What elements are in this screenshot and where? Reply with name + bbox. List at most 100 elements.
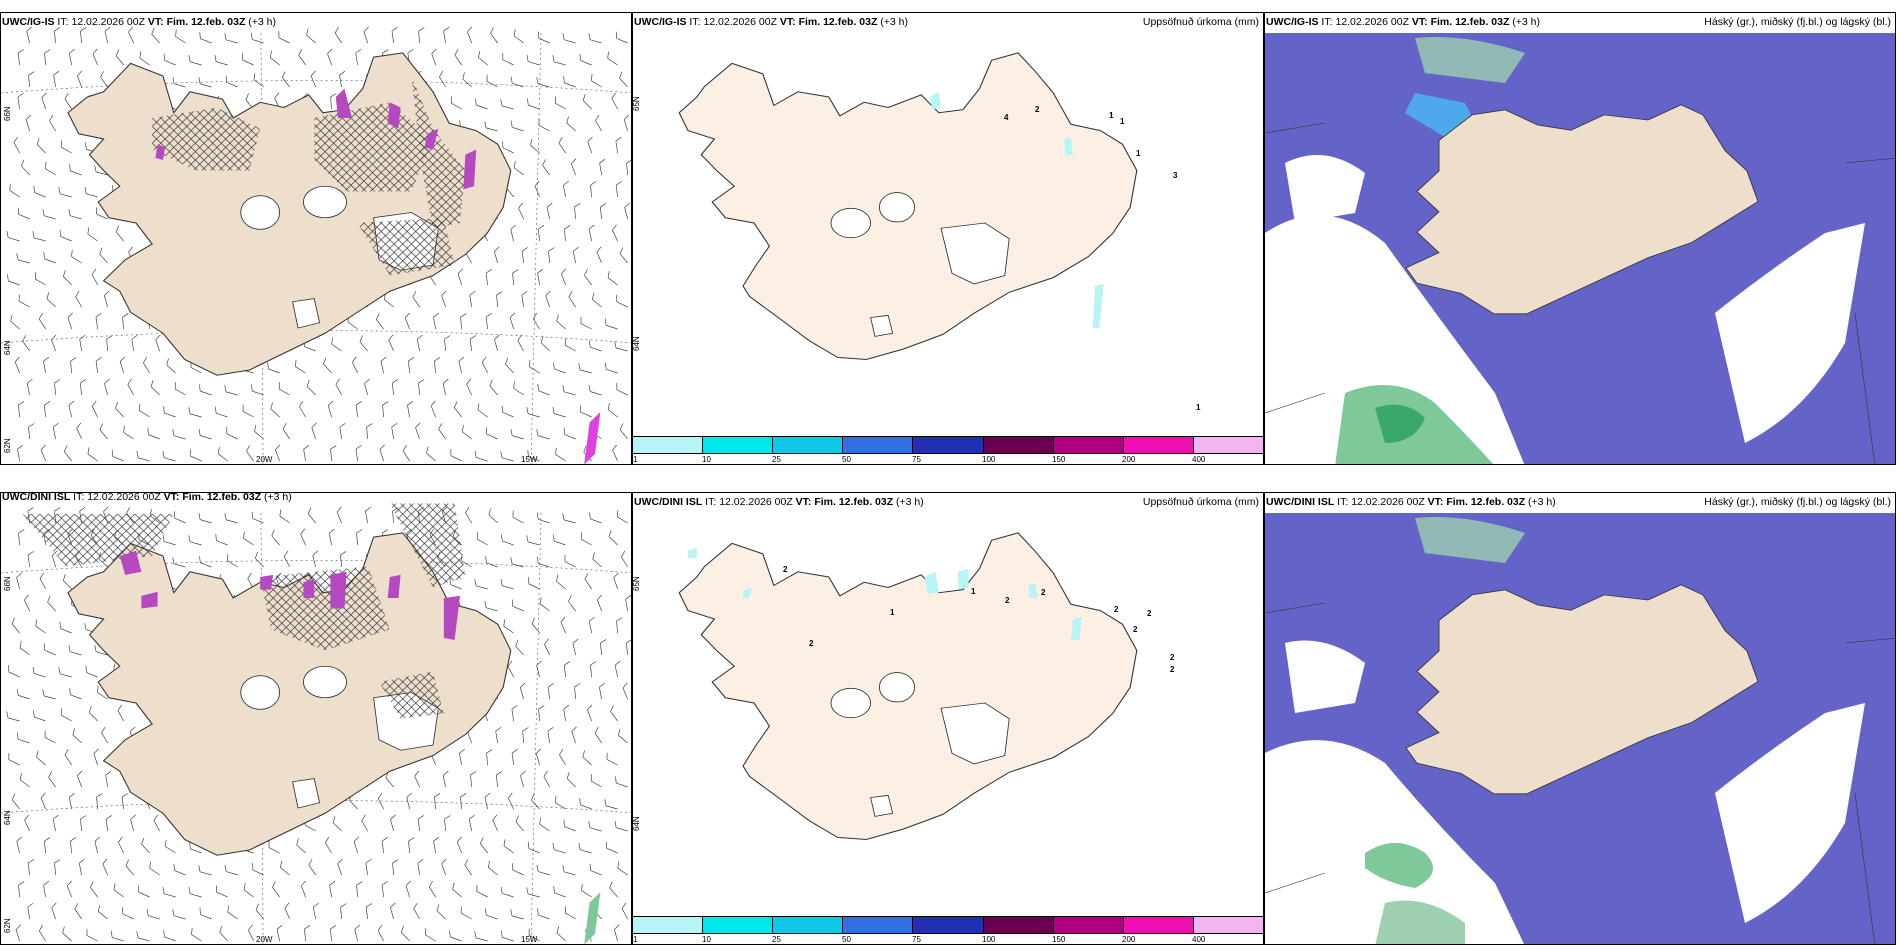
wind-barb: [361, 814, 368, 832]
wind-barb: [607, 51, 618, 66]
wind-barb: [521, 290, 528, 308]
colorbar-ticks: 1 10 25 50 75 100 150 200 400: [633, 935, 1263, 944]
colorbar-segment: [703, 917, 774, 933]
wind-barb: [559, 748, 566, 766]
wind-barb: [18, 529, 25, 546]
wind-barb: [188, 55, 202, 66]
wind-barb: [43, 880, 50, 898]
wind-barb: [198, 77, 212, 88]
wind-barb: [366, 423, 373, 440]
wind-barb: [485, 556, 498, 568]
wind-barb: [564, 554, 576, 568]
wind-barb: [53, 27, 61, 44]
wind-barb: [308, 859, 316, 876]
wind-barb: [621, 902, 628, 920]
wind-barb: [162, 450, 176, 462]
wind-barb: [365, 903, 372, 920]
wind-barb: [71, 249, 82, 264]
wind-barb: [68, 400, 75, 418]
wind-barb: [283, 550, 290, 568]
wind-barb: [510, 120, 524, 132]
wind-barb: [340, 903, 347, 920]
wind-barb: [34, 272, 46, 286]
wind-barb: [418, 379, 425, 396]
wind-barb: [103, 290, 110, 308]
wind-barb: [95, 313, 102, 330]
wind-barb: [571, 158, 577, 176]
wind-barb: [511, 599, 524, 612]
wind-barb: [619, 247, 628, 264]
precip-value: 1: [1120, 117, 1125, 126]
wind-barb: [478, 50, 488, 66]
wind-barb: [303, 444, 310, 462]
wind-barb: [501, 405, 514, 418]
wind-barb: [6, 711, 20, 722]
precip-value: 2: [1170, 665, 1175, 674]
wind-barb: [417, 858, 424, 876]
wind-barb: [166, 358, 176, 374]
wind-barb: [477, 403, 488, 418]
wind-panel-top: UWC/IG-IS IT: 12.02.2026 00Z VT: Fim. 12…: [0, 12, 632, 465]
wind-barb: [416, 334, 423, 352]
colorbar-segment: [843, 917, 914, 933]
wind-barb: [330, 93, 337, 110]
wind-barb: [552, 534, 566, 546]
wind-barb: [99, 423, 108, 440]
wind-barb: [188, 887, 202, 898]
wind-barb: [248, 924, 254, 942]
wind-barb: [587, 136, 593, 154]
wind-barb: [400, 925, 410, 942]
wind-barb: [596, 246, 602, 264]
wind-barb: [486, 74, 498, 88]
wind-barb: [26, 378, 33, 396]
wind-barb: [85, 665, 98, 678]
wind-barb: [536, 660, 542, 678]
wind-barb: [279, 509, 290, 524]
wind-barb: [96, 793, 103, 810]
wind-barb: [113, 883, 124, 898]
wind-barb: [115, 225, 124, 242]
wind-barb: [474, 450, 488, 462]
wind-barb: [173, 863, 186, 876]
wind-barb: [563, 76, 576, 88]
wind-barb: [75, 290, 82, 308]
wind-barb: [563, 180, 569, 198]
precip-value: 2: [1133, 625, 1138, 634]
wind-barb: [335, 378, 342, 396]
wind-barb: [474, 931, 488, 942]
wind-barb: [438, 423, 446, 440]
wind-barb: [62, 926, 72, 942]
wind-barb: [469, 290, 476, 308]
wind-barb: [250, 32, 264, 44]
wind-barb: [146, 908, 160, 920]
wind-barb: [351, 356, 358, 374]
wind-barb: [35, 619, 46, 634]
wind-barb: [623, 114, 630, 132]
wind-barb: [495, 726, 502, 744]
wind-barb: [199, 32, 212, 44]
wind-barb: [198, 865, 212, 876]
wind-barb: [189, 842, 202, 854]
wind-barb: [381, 837, 388, 854]
wind-barb: [556, 314, 566, 330]
wind-barb: [340, 551, 347, 568]
wind-barb: [329, 880, 336, 898]
wind-barb: [226, 427, 238, 440]
wind-barb: [365, 506, 371, 524]
wind-barb: [489, 379, 498, 396]
wind-barb: [392, 859, 399, 876]
wind-barb: [535, 748, 542, 766]
wind-barb: [44, 401, 51, 418]
wind-barb: [295, 359, 306, 374]
wind-barb: [16, 732, 30, 744]
wind-barb: [417, 815, 425, 832]
wind-barb: [548, 247, 555, 264]
wind-barb: [339, 422, 346, 440]
cloud-map: [1265, 33, 1895, 464]
wind-barb: [147, 427, 160, 440]
precip-value: 1: [971, 587, 976, 596]
precip-value: 1: [890, 608, 895, 617]
colorbar-segment: [1053, 917, 1124, 933]
wind-barb: [355, 48, 362, 66]
wind-barb: [459, 748, 465, 766]
